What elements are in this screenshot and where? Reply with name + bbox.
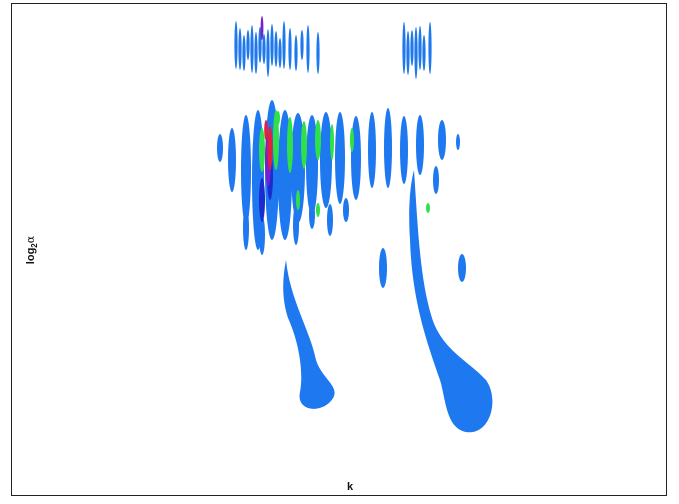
contour-blob [259,178,265,222]
contour-blob [217,134,223,162]
contour-blob [243,206,249,250]
contour-blob [433,166,439,194]
svg-text:log2α: log2α [24,235,39,264]
contour-blob [414,27,418,79]
contour-blob [276,111,280,125]
contour-blob [267,126,273,170]
y-axis-label-symbol: α [24,235,37,243]
contour-blob [327,204,333,236]
contour-blob [294,35,298,71]
contour-blob [274,31,278,67]
contour-blob [266,29,270,77]
plot-frame: k log2α [11,3,667,496]
contour-blob [259,215,265,255]
contour-blob [242,35,246,71]
contour-blob [418,26,422,70]
contour-blob [309,201,315,229]
contour-blob [343,198,349,222]
contour-blob [406,31,410,75]
contour-blob [410,30,414,66]
contour-level-1 [217,21,493,433]
contour-blob [273,110,279,170]
contour-blob [316,32,320,74]
contour-blob [320,112,332,208]
contour-level-5 [264,120,273,170]
contour-blob [315,120,321,160]
contour-blob [282,21,286,69]
contour-blob [250,25,254,73]
contour-blob [246,30,250,60]
contour-tail [409,170,493,433]
contour-blob [335,112,345,204]
contour-blob [300,30,304,60]
contour-blob [458,254,466,282]
contour-blob [278,38,282,68]
contour-blob [241,115,251,225]
y-axis-label-main: log [25,248,37,265]
contour-blob [438,120,446,160]
contour-blob [428,22,432,74]
contour-blob [306,25,310,73]
y-axis-label-sub: 2 [30,243,39,248]
contour-blob [456,134,460,150]
contour-blob [293,205,299,245]
contour-blob [258,27,262,63]
contour-blob [259,128,265,172]
contour-blob [270,24,274,66]
contour-blob [368,112,376,188]
contour-blob [296,190,300,210]
contour-blob [400,116,408,184]
contour-blob [426,203,430,213]
y-axis-label: log2α [24,235,39,264]
contour-blob [262,34,266,64]
contour-blob [416,115,424,175]
contour-blob [422,35,426,71]
x-axis-label: k [347,481,354,493]
contour-blob [301,121,307,169]
contour-blob [254,32,258,74]
contour-blob [384,108,392,188]
contour-blob [350,128,354,152]
contour-tail [283,260,335,409]
contour-blob [238,28,242,70]
contour-plot: k log2α [24,16,493,493]
contour-blob [264,120,268,140]
contour-blob [288,28,292,70]
contour-blob [402,22,406,74]
contour-blob [228,128,236,192]
contour-level-2 [259,110,430,217]
contour-blob [260,16,264,40]
contour-blob [287,117,293,173]
contour-blob [234,21,238,69]
contour-blob [330,124,334,160]
contour-blob [379,248,387,288]
contour-blob [316,203,320,217]
